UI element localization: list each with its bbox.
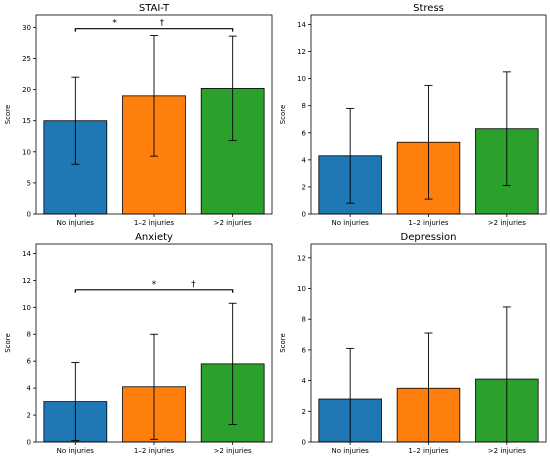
significance-mark: * [112,19,117,29]
y-tick-label: 25 [22,55,31,63]
chart-title: STAI-T [139,3,170,14]
x-tick-label: 1–2 injuries [134,219,175,227]
y-tick-label: 8 [302,316,306,324]
y-tick-label: 14 [297,21,306,29]
y-tick-label: 4 [27,385,32,393]
significance-mark: † [160,19,165,29]
x-tick-label: No injuries [57,447,95,455]
y-tick-label: 10 [22,304,31,312]
y-tick-label: 12 [297,254,306,262]
significance-bracket [74,28,234,32]
y-tick-label: 6 [27,358,32,366]
y-axis-label: Score [279,105,287,125]
y-tick-label: 5 [27,179,31,187]
y-tick-label: 12 [22,277,31,285]
chart-panel-1: STAI-T Score 0 5 10 15 20 25 30 No injuries 1–2 in… [4,3,273,227]
y-tick-label: 30 [22,24,31,32]
y-tick-label: 0 [27,211,31,219]
y-tick-label: 2 [302,408,306,416]
chart-panel-4: Depression Score 0 2 4 6 8 10 12 No injuries 1–2 i… [279,232,547,455]
x-tick-label: >2 injuries [214,219,252,227]
chart-title: Depression [401,232,457,243]
y-tick-label: 2 [302,183,306,191]
y-tick-label: 20 [22,86,31,94]
significance-mark: * [152,280,157,290]
x-tick-label: >2 injuries [488,219,526,227]
y-tick-label: 0 [27,439,31,447]
y-tick-label: 8 [302,102,306,110]
y-axis-label: Score [4,105,12,125]
plot-frame [310,14,547,215]
x-tick-label: 1–2 injuries [408,219,449,227]
y-axis-label: Score [279,333,287,353]
x-tick-label: 1–2 injuries [134,447,175,455]
x-tick-label: No injuries [57,219,95,227]
x-tick-label: >2 injuries [488,447,526,455]
y-tick-label: 10 [297,75,306,83]
y-tick-label: 0 [302,211,306,219]
y-tick-label: 15 [22,117,31,125]
chart-title: Anxiety [135,232,173,243]
y-tick-label: 10 [22,148,31,156]
y-tick-label: 6 [302,346,307,354]
plot-frame [35,14,273,215]
chart-panel-2: Stress Score 0 2 4 6 8 10 12 14 No injuries 1–2 inj… [279,3,547,227]
significance-bracket [74,289,234,293]
x-tick-label: No injuries [332,219,370,227]
y-axis-label: Score [4,333,12,353]
chart-title: Stress [413,3,444,14]
plot-frame [310,243,547,443]
x-tick-label: No injuries [332,447,370,455]
y-tick-label: 8 [27,331,31,339]
y-tick-label: 4 [302,156,307,164]
x-tick-label: 1–2 injuries [408,447,449,455]
chart-panel-3: Anxiety Score 0 2 4 6 8 10 12 14 No injuries 1–2 in… [4,232,273,455]
y-tick-label: 6 [302,129,307,137]
y-tick-label: 10 [297,285,306,293]
y-tick-label: 14 [22,250,31,258]
y-tick-label: 4 [302,377,307,385]
plot-frame [35,243,273,443]
y-tick-label: 12 [297,48,306,56]
y-tick-label: 2 [27,412,31,420]
x-tick-label: >2 injuries [214,447,252,455]
y-tick-label: 0 [302,439,306,447]
significance-mark: † [191,280,196,290]
